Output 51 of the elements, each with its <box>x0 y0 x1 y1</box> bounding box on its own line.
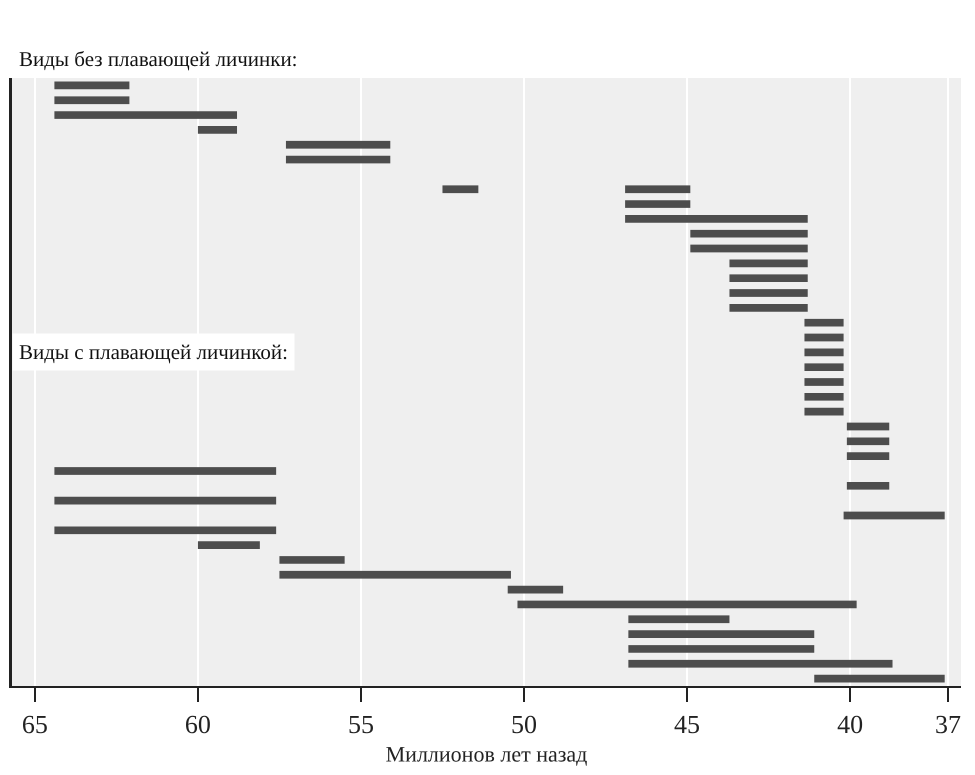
bar <box>628 660 893 668</box>
bar <box>517 600 857 608</box>
bar <box>846 452 890 460</box>
bar <box>804 348 844 356</box>
x-tick-label: 50 <box>511 710 537 740</box>
bar <box>729 304 808 312</box>
annotation: Виды с плавающей личинкой: <box>19 340 288 364</box>
text: Виды без плавающей личинки: <box>19 47 298 71</box>
bar <box>804 378 844 386</box>
bar <box>628 630 814 638</box>
x-tick-label: 55 <box>348 710 374 740</box>
bar <box>846 437 890 446</box>
bar <box>286 140 390 149</box>
bar <box>804 392 844 401</box>
bar <box>279 570 511 579</box>
bar <box>804 363 844 372</box>
bar <box>846 482 890 490</box>
bar <box>628 645 814 653</box>
bar <box>844 512 945 520</box>
bar <box>625 185 690 194</box>
bar <box>804 334 844 342</box>
x-tick-label: 37 <box>934 710 961 740</box>
bar <box>54 96 130 104</box>
bar <box>442 185 478 194</box>
bar <box>286 156 390 164</box>
bar <box>198 541 260 549</box>
x-tick-label: 60 <box>184 710 211 740</box>
x-tick-label: 45 <box>674 710 700 740</box>
bar <box>54 82 130 90</box>
bar <box>54 111 238 119</box>
bar <box>804 408 844 416</box>
x-tick-label: 40 <box>837 710 864 740</box>
bar <box>729 274 808 282</box>
bar <box>628 615 730 624</box>
bar <box>54 496 276 504</box>
bar <box>729 289 808 297</box>
x-axis-title: Миллионов лет назад <box>386 742 588 767</box>
bar <box>508 586 564 594</box>
bar <box>690 244 808 252</box>
bar <box>814 674 945 682</box>
bar <box>846 422 890 430</box>
bar <box>279 556 345 564</box>
bar <box>54 467 276 475</box>
x-tick-label: 65 <box>22 710 48 740</box>
bar <box>198 126 238 134</box>
bar <box>804 318 844 327</box>
bar <box>690 230 808 238</box>
bar <box>625 200 690 208</box>
bar <box>54 526 276 534</box>
bar <box>625 215 808 223</box>
bar <box>729 260 808 268</box>
